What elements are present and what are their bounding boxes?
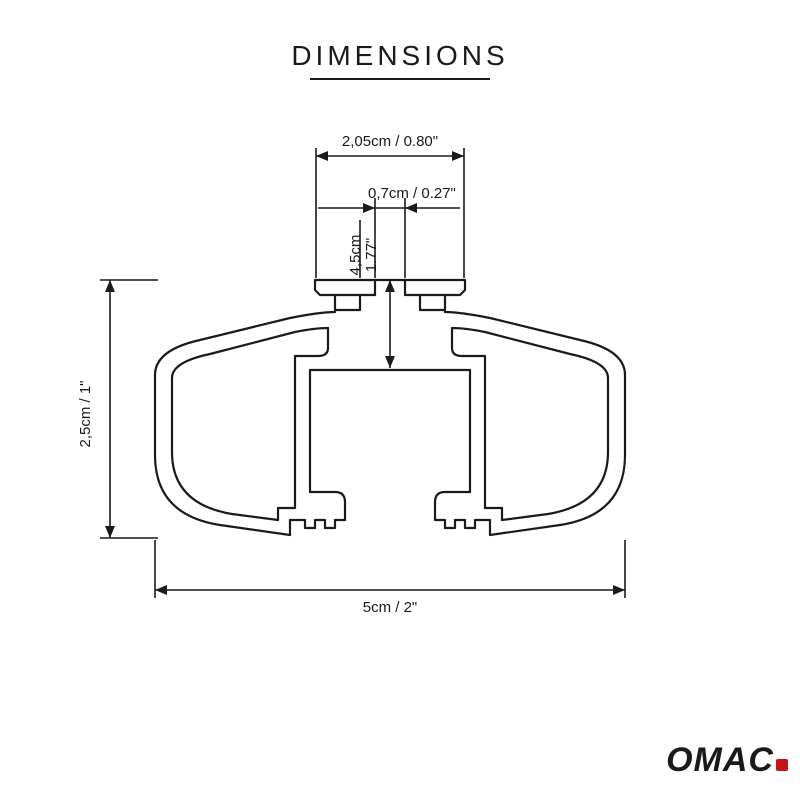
page-title: DIMENSIONS xyxy=(0,40,800,72)
diagram-container: 5cm / 2" 2,5cm / 1" 2,05cm / 0.80" 0,7cm… xyxy=(60,120,740,640)
brand-logo: OMAC xyxy=(666,741,788,780)
page: DIMENSIONS xyxy=(0,0,800,800)
dimension-diagram: 5cm / 2" 2,5cm / 1" 2,05cm / 0.80" 0,7cm… xyxy=(60,120,740,640)
label-overall-height: 2,5cm / 1" xyxy=(77,380,94,447)
label-overall-width: 5cm / 2" xyxy=(363,599,418,616)
title-underline xyxy=(310,78,490,80)
dimension-labels: 5cm / 2" 2,5cm / 1" 2,05cm / 0.80" 0,7cm… xyxy=(77,133,456,616)
label-top-slot-gap: 0,7cm / 0.27" xyxy=(368,185,456,202)
brand-logo-text: OMAC xyxy=(666,741,774,779)
label-slot-depth-a: 4,5cm xyxy=(347,235,364,276)
label-slot-depth-b: 1.77" xyxy=(363,238,380,273)
dimension-lines xyxy=(100,148,625,598)
brand-logo-dot xyxy=(776,759,788,771)
label-top-slot-outer: 2,05cm / 0.80" xyxy=(342,133,438,150)
